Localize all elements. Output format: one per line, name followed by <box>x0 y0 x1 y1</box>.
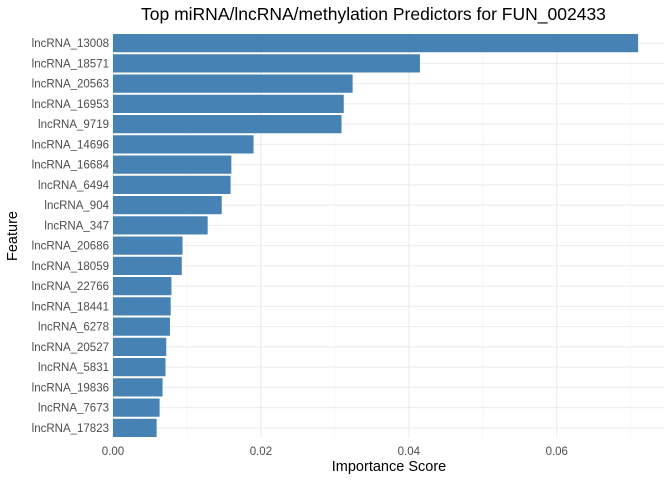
bar <box>113 277 172 296</box>
y-tick-label: lncRNA_20686 <box>32 241 109 253</box>
bar <box>113 337 167 356</box>
bar <box>113 378 163 397</box>
y-tick-label: lncRNA_22766 <box>32 281 109 293</box>
bar <box>113 94 344 113</box>
y-tick-labels: lncRNA_13008 lncRNA_18571 lncRNA_20563 lncR… <box>32 38 110 435</box>
y-tick-label: lncRNA_13008 <box>32 38 109 50</box>
bar <box>113 358 166 377</box>
y-tick-label: lncRNA_16953 <box>32 99 109 111</box>
chart-title: Top miRNA/lncRNA/methylation Predictors … <box>141 4 606 25</box>
y-tick-label: lncRNA_9719 <box>38 119 109 131</box>
y-axis-title: Feature <box>5 211 21 261</box>
bar <box>113 216 208 235</box>
y-tick-label: lncRNA_904 <box>44 200 109 212</box>
y-tick-label: lncRNA_6278 <box>38 322 109 334</box>
bar <box>113 418 157 437</box>
y-tick-label: lncRNA_5831 <box>38 362 109 374</box>
bar <box>113 54 420 73</box>
x-tick-label: 0.04 <box>398 446 421 458</box>
y-tick-label: lncRNA_6494 <box>38 180 110 192</box>
y-tick-label: lncRNA_347 <box>44 220 109 232</box>
y-tick-label: lncRNA_20527 <box>32 342 109 354</box>
bars <box>113 34 639 437</box>
grid-lines <box>112 33 664 438</box>
bar <box>113 196 222 215</box>
bar <box>113 317 170 336</box>
x-tick-label: 0.00 <box>102 446 124 458</box>
y-tick-label: lncRNA_17823 <box>32 423 109 435</box>
y-tick-label: lncRNA_19836 <box>32 382 109 394</box>
bar <box>113 297 171 316</box>
y-tick-label: lncRNA_18059 <box>32 261 109 273</box>
bar <box>113 256 182 275</box>
y-tick-label: lncRNA_14696 <box>32 139 109 151</box>
bar <box>113 74 353 93</box>
bar <box>113 398 160 417</box>
y-tick-label: lncRNA_7673 <box>38 403 109 415</box>
y-tick-label: lncRNA_16684 <box>32 160 110 172</box>
x-axis-title: Importance Score <box>332 459 446 475</box>
x-tick-label: 0.06 <box>546 446 568 458</box>
y-tick-label: lncRNA_18571 <box>32 58 109 70</box>
x-tick-label: 0.02 <box>250 446 272 458</box>
bar <box>113 236 183 255</box>
y-tick-label: lncRNA_20563 <box>32 79 109 91</box>
bar <box>113 115 342 134</box>
bar <box>113 135 254 154</box>
y-tick-label: lncRNA_18441 <box>32 301 109 313</box>
bar <box>113 34 639 53</box>
bar <box>113 175 231 194</box>
x-tick-labels: 0.00 0.02 0.04 0.06 <box>102 446 568 458</box>
bar <box>113 155 232 174</box>
